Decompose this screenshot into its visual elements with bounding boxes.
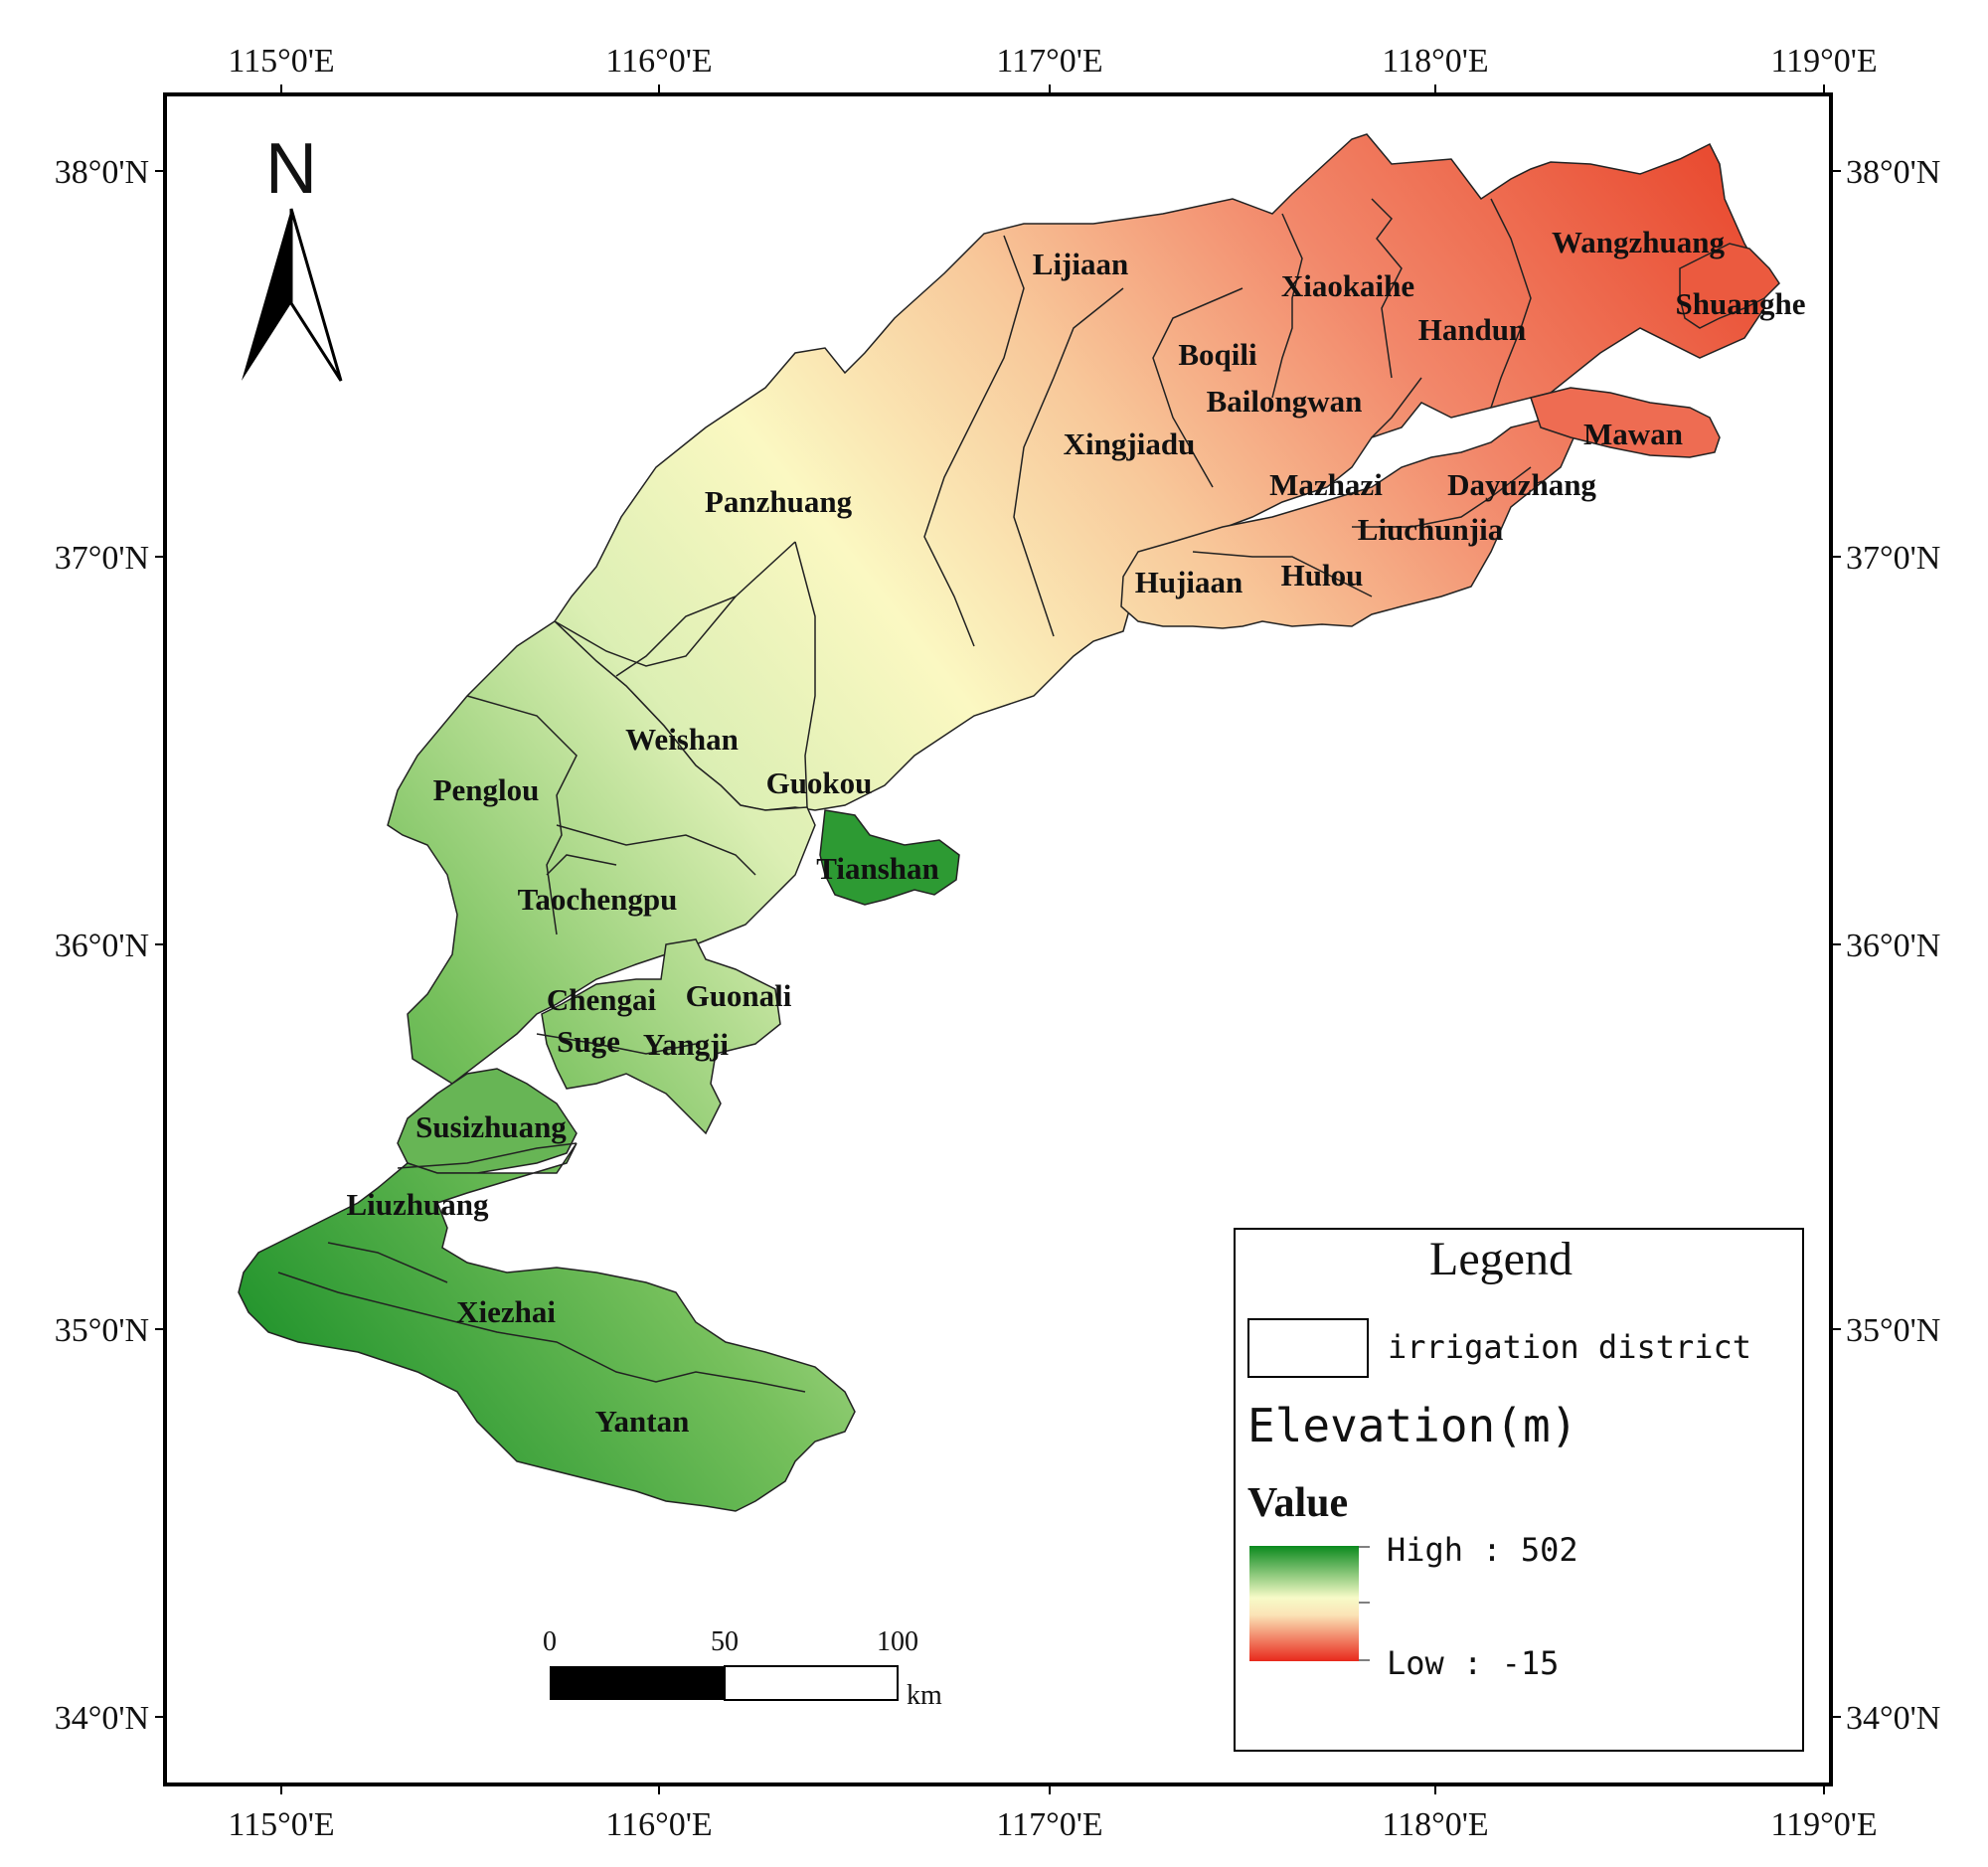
district-label: Taochengpu [518,882,678,917]
scale-bar-filled-segment [550,1666,725,1700]
top-tick-label: 118°0'E [1382,43,1488,80]
legend-title: Legend [1429,1233,1573,1285]
district-label: Liuchunjia [1358,512,1504,547]
district-label: Mawan [1583,417,1683,451]
district-label: Weishan [625,722,739,757]
district-region [1530,387,1721,458]
scale-label: 100 [877,1626,918,1657]
bottom-tick-label: 118°0'E [1382,1806,1488,1843]
district-region [387,620,816,1085]
scale-bar: 0 50 100 km [543,1626,942,1711]
bottom-tick-label: 115°0'E [228,1806,334,1843]
district-label: Hujiaan [1135,565,1243,599]
district-label: Xingjiadu [1064,426,1196,461]
district-label: Panzhuang [705,484,853,519]
district-labels: Lijiaan Xiaokaihe Wangzhuang Shuanghe Ha… [346,225,1805,1439]
district-region [1120,417,1582,629]
bottom-tick-label: 119°0'E [1770,1806,1877,1843]
legend: Legend irrigation district Elevation(m) … [1234,1228,1804,1752]
district-region [397,1068,578,1174]
scale-label: 50 [711,1626,739,1657]
district-label: Tianshan [816,851,939,886]
left-tick-label: 34°0'N [55,1700,149,1737]
district-label: Dayuzhang [1447,467,1596,502]
top-tick-label: 117°0'E [996,43,1102,80]
north-arrow: N [242,129,343,382]
legend-boundary-label: irrigation district [1388,1328,1751,1366]
scale-label: 0 [543,1626,557,1657]
north-label: N [265,129,317,209]
right-tick-label: 36°0'N [1846,928,1940,964]
district-label: Yantan [595,1404,690,1439]
scale-bar-empty-segment [724,1665,899,1701]
north-arrow-left-half [242,209,291,381]
right-tick-label: 35°0'N [1846,1312,1940,1349]
district-label: Wangzhuang [1552,225,1726,259]
right-tick-label: 37°0'N [1846,540,1940,577]
legend-high-label: High : 502 [1387,1531,1578,1569]
district-region [1679,243,1780,329]
district-label: Xiaokaihe [1281,268,1414,303]
district-regions [238,133,1780,1512]
district-label: Lijiaan [1033,247,1128,281]
legend-raster-title: Elevation(m) [1247,1399,1577,1452]
district-region [819,809,960,906]
district-label: Boqili [1178,337,1257,372]
right-tick-label: 34°0'N [1846,1700,1940,1737]
top-tick-label: 115°0'E [228,43,334,80]
north-arrow-right-half [289,208,343,382]
district-label: Penglou [433,772,540,807]
left-tick-label: 38°0'N [55,154,149,191]
map-frame [163,92,1833,1786]
left-tick-label: 37°0'N [55,540,149,577]
district-label: Hulou [1281,558,1364,593]
district-label: Chengai [547,982,657,1017]
legend-boundary-swatch [1247,1318,1369,1378]
top-tick-label: 116°0'E [605,43,712,80]
top-tick-label: 119°0'E [1770,43,1877,80]
district-label: Bailongwan [1207,384,1363,419]
district-label: Mazhazi [1269,467,1383,502]
legend-low-label: Low : -15 [1387,1644,1559,1682]
district-label: Suge [557,1024,620,1059]
district-label: Guonali [686,978,792,1013]
district-label: Yangji [643,1027,730,1062]
legend-box [1234,1228,1804,1752]
district-label: Shuanghe [1676,286,1806,321]
left-tick-label: 35°0'N [55,1312,149,1349]
legend-color-ramp [1249,1546,1359,1661]
district-label: Xiezhai [456,1294,556,1329]
district-label: Susizhuang [415,1109,567,1144]
district-region [541,938,781,1135]
right-tick-label: 38°0'N [1846,154,1940,191]
district-label: Handun [1418,312,1527,347]
district-region [238,1142,856,1512]
left-tick-label: 36°0'N [55,928,149,964]
district-region [554,133,1765,811]
graticule-ticks [155,85,1841,1794]
district-label: Liuzhuang [346,1187,489,1222]
scale-unit: km [907,1680,942,1711]
bottom-tick-label: 117°0'E [996,1806,1102,1843]
district-label: Guokou [766,765,873,800]
district-boundaries [277,198,1532,1393]
legend-value-header: Value [1247,1480,1348,1526]
bottom-tick-label: 116°0'E [605,1806,712,1843]
